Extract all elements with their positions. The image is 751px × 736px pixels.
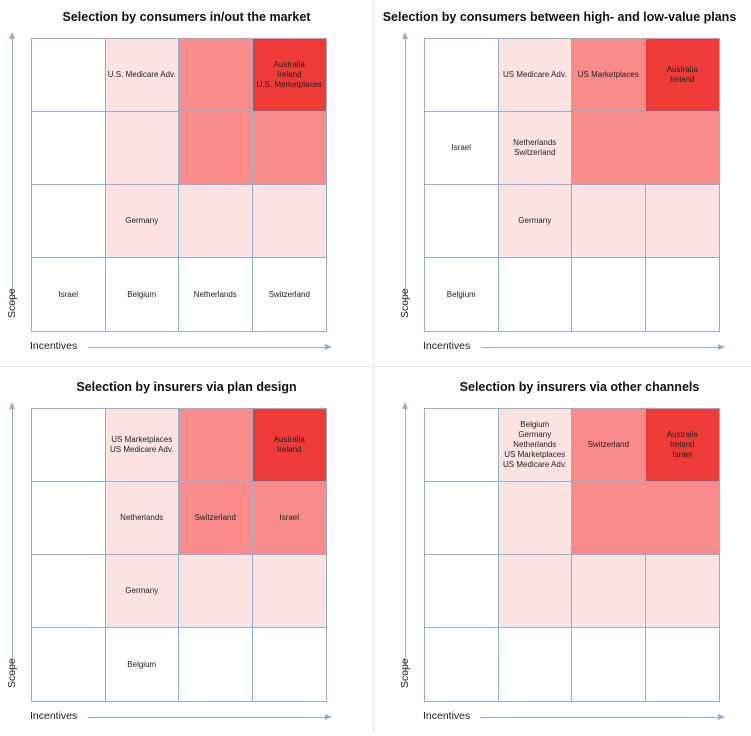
grid-cell: Netherlands Switzerland <box>498 112 572 185</box>
incentives-axis-arrow <box>88 344 332 350</box>
grid-cell <box>645 482 719 555</box>
grid-cell <box>252 185 326 258</box>
grid-cell <box>645 112 719 185</box>
grid-cell <box>425 185 499 258</box>
grid-cell <box>32 628 106 701</box>
x-axis-label: Incentives <box>30 340 78 352</box>
grid-cell <box>179 555 253 628</box>
grid-cell <box>179 39 253 112</box>
grid-cell <box>32 482 106 555</box>
grid-cell <box>425 555 499 628</box>
grid-cell <box>572 482 646 555</box>
grid-cell <box>32 409 106 482</box>
grid-cell: Belgium <box>425 258 499 331</box>
grid-cell: Australia Ireland <box>645 39 719 112</box>
grid-cell <box>32 555 106 628</box>
grid-cell: Belgium <box>105 628 179 701</box>
grid-cell: Germany <box>105 185 179 258</box>
panel-title: Selection by consumers in/out the market <box>62 10 311 24</box>
panel-title: Selection by insurers via plan design <box>76 380 297 394</box>
grid-cell: Switzerland <box>179 482 253 555</box>
scope-axis-arrow <box>402 32 408 304</box>
panel-consumers-high-low: Selection by consumers between high- and… <box>383 0 751 366</box>
grid-cell <box>498 258 572 331</box>
grid-cell <box>32 185 106 258</box>
grid-cell: Belgium Germany Netherlands US Marketpla… <box>498 409 572 482</box>
scope-axis-arrow <box>9 402 15 674</box>
grid-cell: Israel <box>425 112 499 185</box>
selection-grid: Belgium Germany Netherlands US Marketpla… <box>424 408 720 702</box>
grid-cell: Switzerland <box>572 409 646 482</box>
grid-cell <box>572 555 646 628</box>
grid-cell: Belgium <box>105 258 179 331</box>
y-axis-label: Scope <box>6 288 18 318</box>
y-axis-label: Scope <box>6 658 18 688</box>
grid-cell <box>498 555 572 628</box>
grid-cell <box>425 409 499 482</box>
grid-cell: Australia Ireland <box>252 409 326 482</box>
grid-cell <box>572 112 646 185</box>
panel-title: Selection by consumers between high- and… <box>382 10 737 24</box>
grid-cell <box>252 555 326 628</box>
grid-cell: Australia Ireland U.S. Marketplaces <box>252 39 326 112</box>
grid-cell <box>425 628 499 701</box>
vertical-divider <box>373 0 374 733</box>
grid-cell: Germany <box>105 555 179 628</box>
grid-cell <box>105 112 179 185</box>
grid-cell <box>498 482 572 555</box>
grid-cell: US Medicare Adv. <box>498 39 572 112</box>
grid-cell <box>572 185 646 258</box>
grid-cell: Netherlands <box>105 482 179 555</box>
grid-cell <box>252 628 326 701</box>
y-axis-label: Scope <box>399 658 411 688</box>
selection-grid: U.S. Medicare Adv. Australia Ireland U.S.… <box>31 38 327 332</box>
y-axis-label: Scope <box>399 288 411 318</box>
panel-insurers-other-channels: Selection by insurers via other channels… <box>393 370 751 736</box>
grid-cell: U.S. Medicare Adv. <box>105 39 179 112</box>
incentives-axis-arrow <box>481 344 725 350</box>
grid-cell: Switzerland <box>252 258 326 331</box>
incentives-axis-arrow <box>481 714 725 720</box>
panel-consumers-in-out: Selection by consumers in/out the market… <box>0 0 373 366</box>
grid-cell <box>645 258 719 331</box>
grid-cell <box>179 185 253 258</box>
grid-cell <box>32 112 106 185</box>
grid-cell <box>572 258 646 331</box>
grid-cell <box>425 39 499 112</box>
grid-cell <box>179 112 253 185</box>
grid-cell <box>425 482 499 555</box>
x-axis-label: Incentives <box>30 710 78 722</box>
grid-cell: Israel <box>32 258 106 331</box>
x-axis-label: Incentives <box>423 340 471 352</box>
panel-insurers-plan-design: Selection by insurers via plan design US… <box>0 370 373 736</box>
grid-cell <box>645 555 719 628</box>
grid-cell: Israel <box>252 482 326 555</box>
grid-cell <box>179 409 253 482</box>
grid-cell <box>572 628 646 701</box>
grid-cell: Germany <box>498 185 572 258</box>
grid-cell <box>645 185 719 258</box>
scope-axis-arrow <box>9 32 15 304</box>
grid-cell <box>498 628 572 701</box>
grid-cell <box>252 112 326 185</box>
incentives-axis-arrow <box>88 714 332 720</box>
x-axis-label: Incentives <box>423 710 471 722</box>
grid-cell <box>32 39 106 112</box>
horizontal-divider <box>0 366 751 367</box>
grid-cell: US Marketplaces <box>572 39 646 112</box>
grid-cell: US Marketplaces US Medicare Adv. <box>105 409 179 482</box>
grid-cell <box>645 628 719 701</box>
selection-grid: US Marketplaces US Medicare Adv. Australi… <box>31 408 327 702</box>
selection-grid: US Medicare Adv. US Marketplaces Australia… <box>424 38 720 332</box>
grid-cell <box>179 628 253 701</box>
grid-cell: Australia Ireland Israel <box>645 409 719 482</box>
panel-title: Selection by insurers via other channels <box>459 380 700 394</box>
grid-cell: Netherlands <box>179 258 253 331</box>
scope-axis-arrow <box>402 402 408 674</box>
